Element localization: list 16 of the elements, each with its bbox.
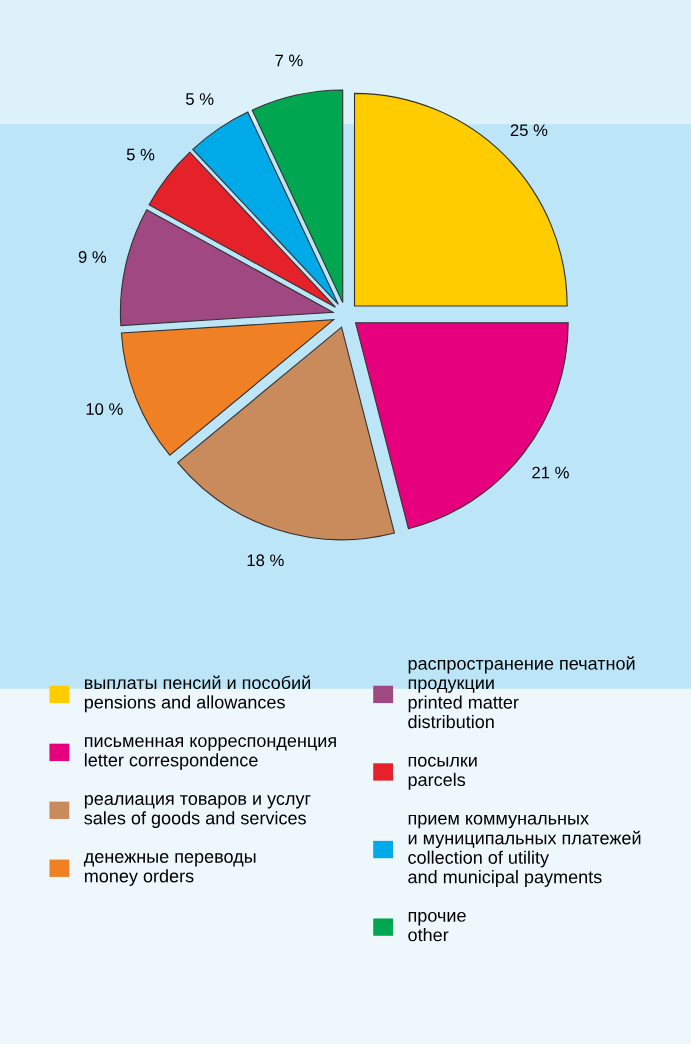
legend-label: распространение печатной продукции printed matter distribution [408, 656, 635, 729]
data-label: 7 % [275, 54, 303, 67]
data-label: 10 % [86, 403, 123, 415]
data-label: 5 % [126, 148, 155, 161]
data-label: 25 % [510, 124, 548, 137]
legend-label: реалиация товаров и услуг sales of goods and services [84, 795, 311, 829]
legend-label: посылки parcels [408, 756, 477, 790]
data-label: 5 % [186, 93, 214, 105]
legend-label: выплаты пенсий и пособий pensions and allowances [84, 675, 310, 713]
legend-label: прием коммунальных и муниципальных платежей collection of utility and municipal payments [408, 814, 641, 887]
legend-label: письменная корреспонденция letter correspondence [84, 737, 336, 771]
data-label: 18 % [247, 554, 284, 567]
data-label: 9 % [78, 251, 107, 263]
legend-label: денежные переводы money orders [83, 853, 256, 886]
legend-label: прочие other [408, 911, 466, 942]
data-label: 21 % [532, 466, 569, 479]
